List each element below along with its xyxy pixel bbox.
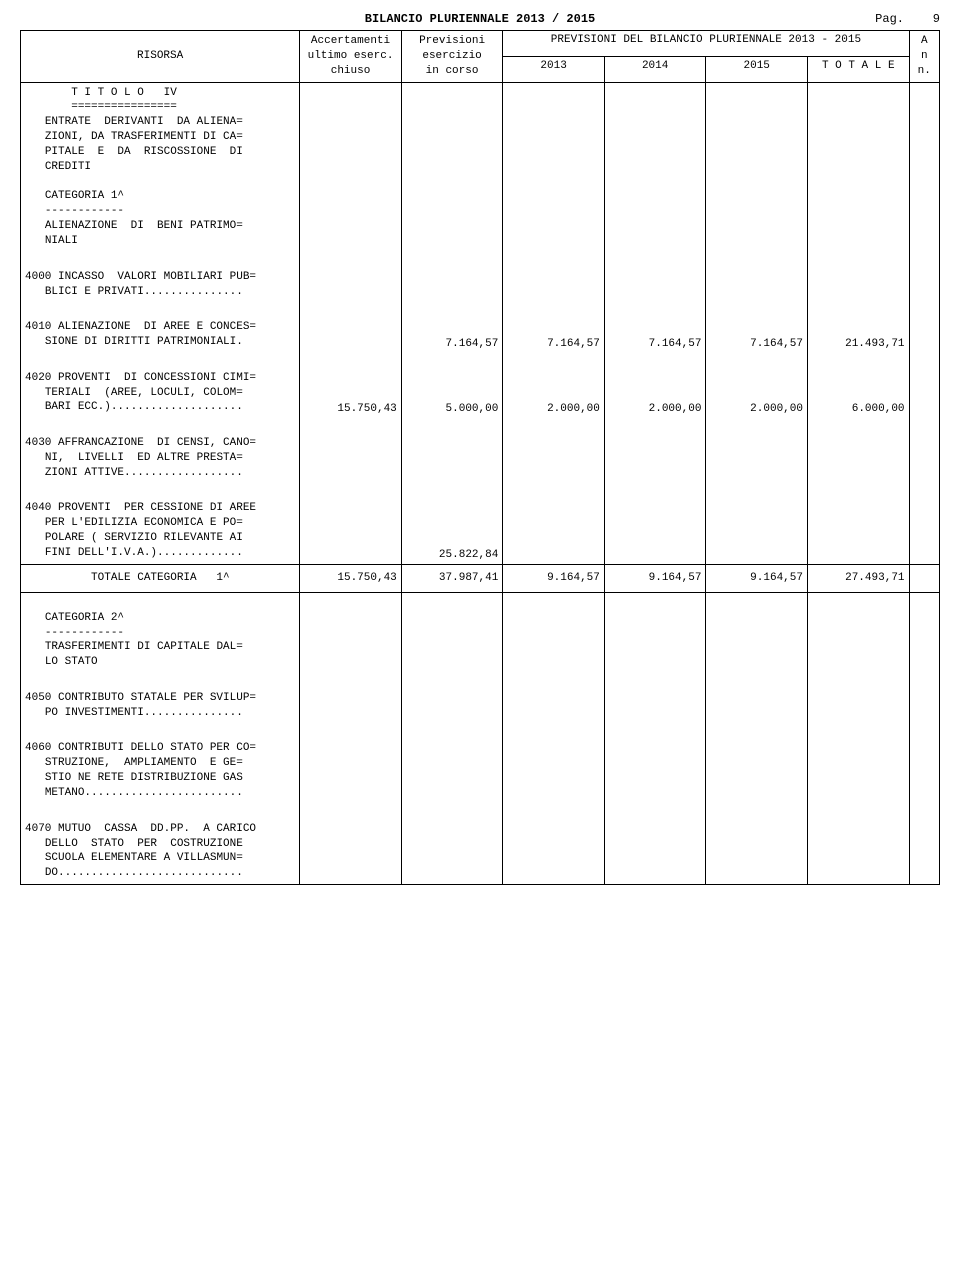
val-4020-prev: 5.000,00: [401, 353, 503, 418]
col-header-totale: T O T A L E: [807, 56, 909, 82]
desc-4030: 4030 AFFRANCAZIONE DI CENSI, CANO= NI, L…: [21, 418, 300, 483]
val-4010-2013: 7.164,57: [503, 302, 605, 353]
budget-table: RISORSA Accertamenti ultimo eserc. chius…: [20, 30, 940, 885]
table-row-4030: 4030 AFFRANCAZIONE DI CENSI, CANO= NI, L…: [21, 418, 940, 483]
desc-cat2: CATEGORIA 2^ ------------ TRASFERIMENTI …: [21, 592, 300, 673]
val-4020-acc: 15.750,43: [300, 353, 402, 418]
val-4020-2013: 2.000,00: [503, 353, 605, 418]
val-tot1-2013: 9.164,57: [503, 564, 605, 592]
desc-4070: 4070 MUTUO CASSA DD.PP. A CARICO DELLO S…: [21, 804, 300, 885]
val-4010-2014: 7.164,57: [604, 302, 706, 353]
table-row-totale-cat1: TOTALE CATEGORIA 1^ 15.750,43 37.987,41 …: [21, 564, 940, 592]
page-header: BILANCIO PLURIENNALE 2013 / 2015 Pag. 9: [20, 12, 940, 26]
header-row-1: RISORSA Accertamenti ultimo eserc. chius…: [21, 31, 940, 57]
desc-4060: 4060 CONTRIBUTI DELLO STATO PER CO= STRU…: [21, 724, 300, 804]
desc-4040: 4040 PROVENTI PER CESSIONE DI AREE PER L…: [21, 484, 300, 565]
val-4020-2015: 2.000,00: [706, 353, 808, 418]
desc-titolo: T I T O L O IV ================ ENTRATE …: [21, 82, 300, 252]
desc-4050: 4050 CONTRIBUTO STATALE PER SVILUP= PO I…: [21, 673, 300, 724]
table-row-4070: 4070 MUTUO CASSA DD.PP. A CARICO DELLO S…: [21, 804, 940, 885]
table-row-4060: 4060 CONTRIBUTI DELLO STATO PER CO= STRU…: [21, 724, 940, 804]
desc-4000: 4000 INCASSO VALORI MOBILIARI PUB= BLICI…: [21, 252, 300, 303]
page-title-text: BILANCIO PLURIENNALE 2013 / 2015: [365, 12, 595, 26]
val-tot1-2014: 9.164,57: [604, 564, 706, 592]
col-header-ann: A n n.: [909, 31, 939, 83]
val-4010-2015: 7.164,57: [706, 302, 808, 353]
page-number: Pag. 9: [875, 12, 940, 26]
desc-totale-cat1: TOTALE CATEGORIA 1^: [21, 564, 300, 592]
col-header-2013: 2013: [503, 56, 605, 82]
col-header-risorsa: RISORSA: [21, 31, 300, 83]
table-row-4010: 4010 ALIENAZIONE DI AREE E CONCES= SIONE…: [21, 302, 940, 353]
val-4010-prev: 7.164,57: [401, 302, 503, 353]
col-header-prev-group: PREVISIONI DEL BILANCIO PLURIENNALE 2013…: [503, 31, 909, 57]
table-row-titolo: T I T O L O IV ================ ENTRATE …: [21, 82, 940, 252]
val-4020-tot: 6.000,00: [807, 353, 909, 418]
desc-4010: 4010 ALIENAZIONE DI AREE E CONCES= SIONE…: [21, 302, 300, 353]
val-tot1-prev: 37.987,41: [401, 564, 503, 592]
table-row-cat2: CATEGORIA 2^ ------------ TRASFERIMENTI …: [21, 592, 940, 673]
val-4040-prev: 25.822,84: [401, 484, 503, 565]
col-header-2015: 2015: [706, 56, 808, 82]
table-row-4050: 4050 CONTRIBUTO STATALE PER SVILUP= PO I…: [21, 673, 940, 724]
table-row-4020: 4020 PROVENTI DI CONCESSIONI CIMI= TERIA…: [21, 353, 940, 418]
col-header-previsioni: Previsioni esercizio in corso: [401, 31, 503, 83]
table-row-4040: 4040 PROVENTI PER CESSIONE DI AREE PER L…: [21, 484, 940, 565]
val-tot1-acc: 15.750,43: [300, 564, 402, 592]
col-header-accertamenti: Accertamenti ultimo eserc. chiuso: [300, 31, 402, 83]
val-tot1-2015: 9.164,57: [706, 564, 808, 592]
val-tot1-tot: 27.493,71: [807, 564, 909, 592]
col-header-2014: 2014: [604, 56, 706, 82]
table-row-4000: 4000 INCASSO VALORI MOBILIARI PUB= BLICI…: [21, 252, 940, 303]
val-4010-tot: 21.493,71: [807, 302, 909, 353]
val-4020-2014: 2.000,00: [604, 353, 706, 418]
desc-4020: 4020 PROVENTI DI CONCESSIONI CIMI= TERIA…: [21, 353, 300, 418]
